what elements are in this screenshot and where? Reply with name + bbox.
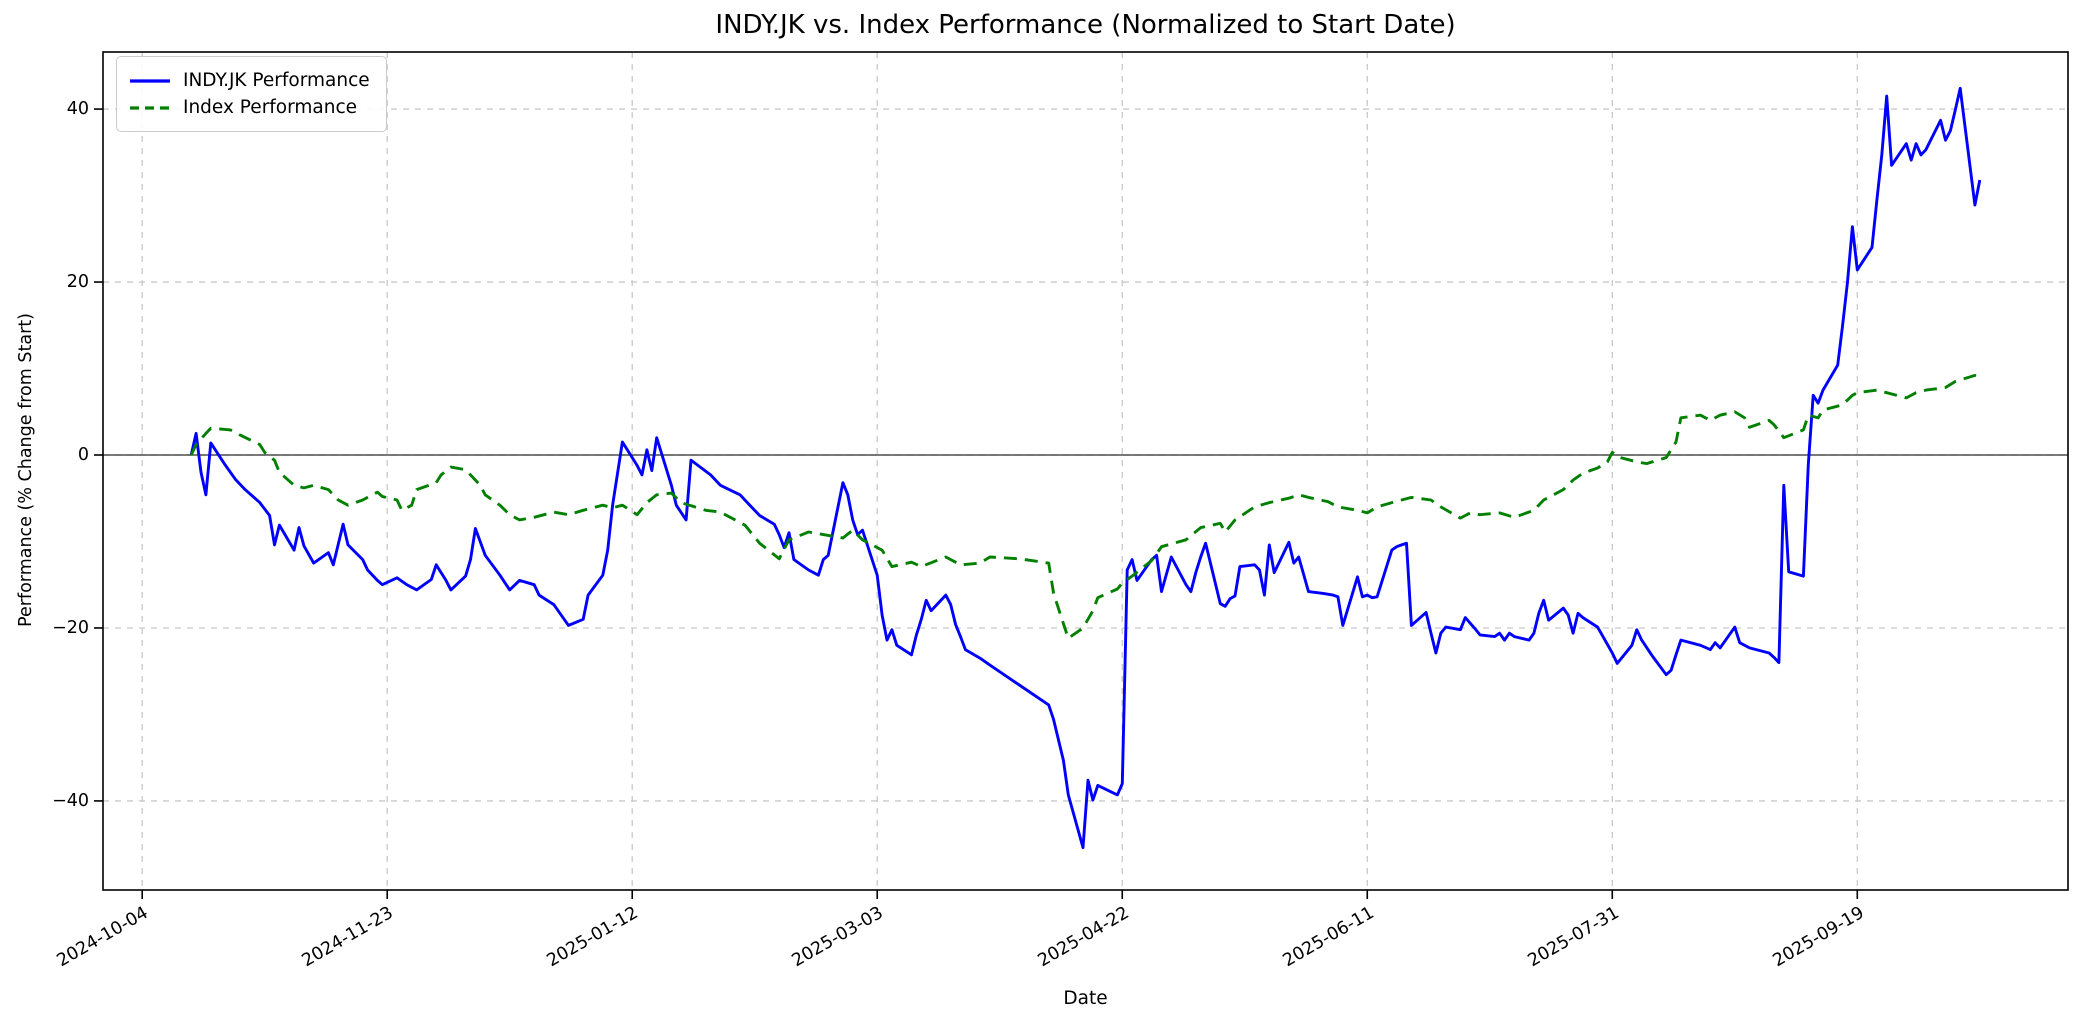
y-tick-label: −40: [52, 790, 89, 811]
legend-item-index: Index Performance: [129, 94, 370, 121]
index-line-sample-icon: [130, 105, 170, 110]
y-tick-label: 20: [66, 272, 89, 292]
indy-line-sample-icon: [130, 78, 170, 83]
legend-label-indy: INDY.JK Performance: [183, 70, 370, 91]
legend-label-index: Index Performance: [183, 97, 358, 118]
y-tick-label: 0: [77, 445, 89, 465]
y-tick-label: −20: [52, 618, 89, 638]
legend-item-indy: INDY.JK Performance: [129, 67, 370, 94]
x-axis-label: Date: [1063, 988, 1108, 1009]
chart-title: INDY.JK vs. Index Performance (Normalize…: [715, 10, 1456, 40]
y-axis-label: Performance (% Change from Start): [16, 313, 36, 627]
legend: INDY.JK Performance Index Performance: [116, 56, 387, 132]
y-tick-label: 40: [66, 99, 89, 120]
